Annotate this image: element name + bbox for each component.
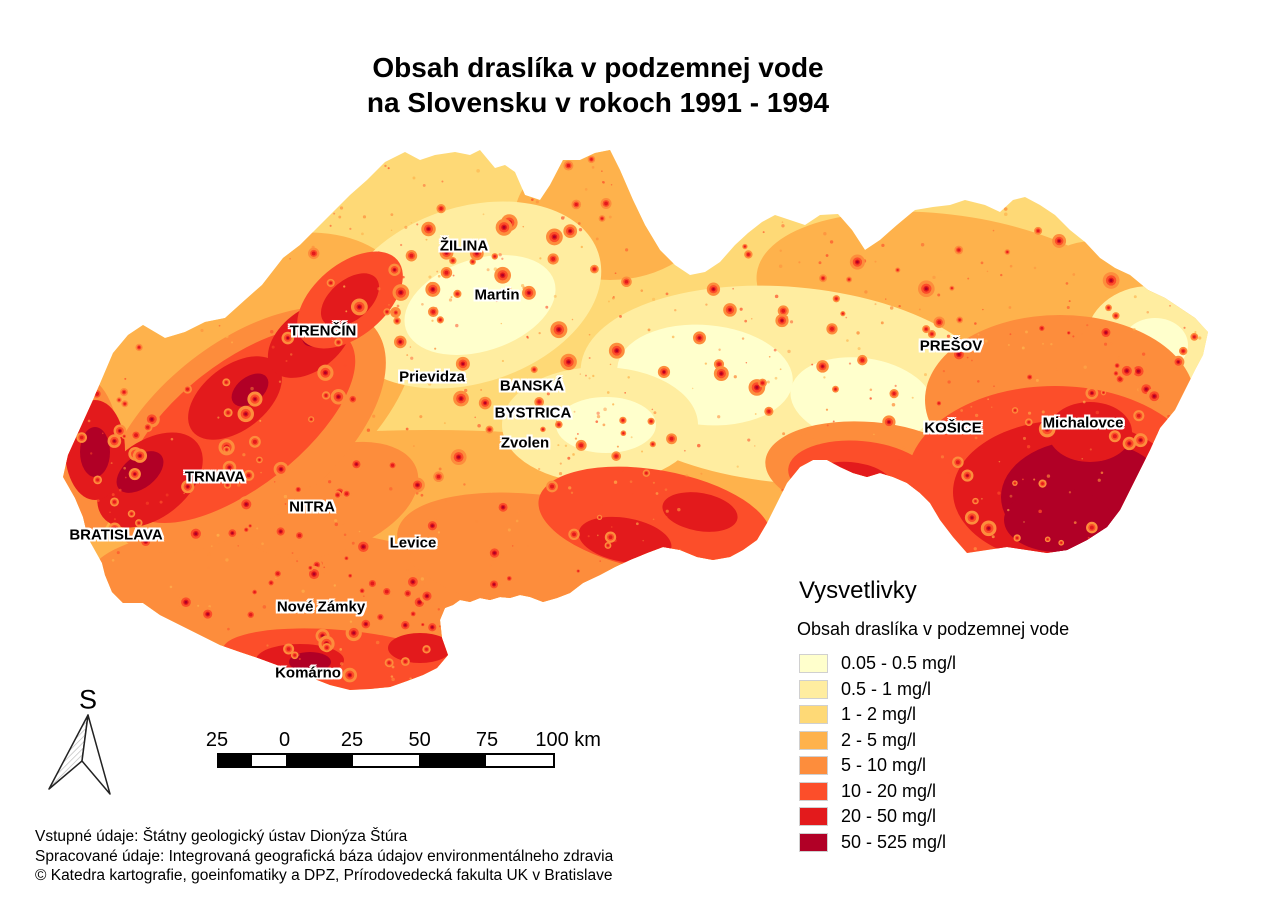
legend-subtitle: Obsah draslíka v podzemnej vode xyxy=(797,619,1070,639)
legend-item-label: 0.5 - 1 mg/l xyxy=(841,678,932,699)
legend-classes: 0.05 - 0.5 mg/l 0.5 - 1 mg/l 1 - 2 mg/l 2 -… xyxy=(797,651,1117,855)
legend-color-swatch xyxy=(799,807,828,827)
city-label-banska: BANSKÁ xyxy=(499,377,565,395)
scale-bar-segment xyxy=(285,755,353,766)
city-label-trnava: TRNAVA xyxy=(184,468,246,486)
legend-color-swatch xyxy=(799,781,828,801)
city-label-zilina: ŽILINA xyxy=(439,237,489,255)
map-title: Obsah draslíka v podzemnej vode na Slove… xyxy=(367,50,829,120)
credits-line-3: © Katedra kartografie, goeinfomatiky a D… xyxy=(35,867,613,884)
scale-bar-label: 100 km xyxy=(535,729,601,751)
city-label-levice: Levice xyxy=(389,534,437,552)
legend-item: 2 - 5 mg/l xyxy=(797,728,1117,754)
map-title-line1: Obsah draslíka v podzemnej vode xyxy=(372,52,824,83)
legend-color-swatch xyxy=(799,654,828,674)
city-label-michalovce: Michalovce xyxy=(1042,414,1124,432)
legend-title: Vysvetlivky xyxy=(799,577,917,604)
city-label-zvolen: Zvolen xyxy=(500,434,550,452)
scale-bar-label: 25 xyxy=(205,729,229,751)
city-label-prievidza: Prievidza xyxy=(399,368,465,386)
map-title-line2: na Slovensku v rokoch 1991 - 1994 xyxy=(366,87,830,118)
legend-item-label: 5 - 10 mg/l xyxy=(841,755,927,776)
legend: Vysvetlivky Obsah draslíka v podzemnej v… xyxy=(797,577,1117,855)
legend-color-swatch xyxy=(799,679,828,699)
legend-item-label: 2 - 5 mg/l xyxy=(841,729,917,750)
legend-item: 1 - 2 mg/l xyxy=(797,702,1117,728)
legend-item-label: 10 - 20 mg/l xyxy=(841,780,937,801)
city-label-kosice: KOŠICE xyxy=(924,419,982,437)
legend-color-swatch xyxy=(799,832,828,852)
credits-line-2: Spracované údaje: Integrovaná geografick… xyxy=(35,847,614,865)
legend-item: 50 - 525 mg/l xyxy=(797,830,1117,856)
scale-bar-segment xyxy=(219,755,253,766)
scale-bar-segment xyxy=(352,755,420,766)
scale-bar-label: 25 xyxy=(340,729,364,751)
scale-bar-segment xyxy=(486,755,553,766)
city-label-bratislava: BRATISLAVA xyxy=(69,526,163,544)
legend-item: 20 - 50 mg/l xyxy=(797,804,1117,830)
legend-item-label: 20 - 50 mg/l xyxy=(841,806,937,827)
city-label-presov: PREŠOV xyxy=(919,337,983,355)
credits-line-1: Vstupné údaje: Štátny geologický ústav D… xyxy=(35,828,408,845)
city-label-nove-zamky: Nové Zámky xyxy=(276,598,366,616)
scale-bar xyxy=(217,753,555,768)
legend-item: 0.05 - 0.5 mg/l xyxy=(797,651,1117,677)
city-label-trencin: TRENČÍN xyxy=(289,322,357,340)
scale-bar-label: 75 xyxy=(475,729,499,751)
legend-item-label: 0.05 - 0.5 mg/l xyxy=(841,653,957,674)
legend-item: 10 - 20 mg/l xyxy=(797,779,1117,805)
scale-bar-label: 50 xyxy=(408,729,431,751)
credits: Vstupné údaje: Štátny geologický ústav D… xyxy=(35,827,613,886)
legend-item: 5 - 10 mg/l xyxy=(797,753,1117,779)
city-label-martin: Martin xyxy=(474,286,520,304)
legend-item-label: 1 - 2 mg/l xyxy=(841,704,917,725)
legend-item-label: 50 - 525 mg/l xyxy=(841,831,947,852)
legend-color-swatch xyxy=(799,705,828,725)
legend-color-swatch xyxy=(799,756,828,776)
legend-item: 0.5 - 1 mg/l xyxy=(797,677,1117,703)
legend-color-swatch xyxy=(799,730,828,750)
city-label-nitra: NITRA xyxy=(289,498,335,516)
scale-bar-segment xyxy=(252,755,286,766)
city-label-bystrica: BYSTRICA xyxy=(494,404,572,422)
scale-bar-label: 0 xyxy=(279,729,291,751)
city-label-komarno: Komárno xyxy=(275,664,341,682)
north-arrow-icon xyxy=(48,714,111,795)
scale-bar-segment xyxy=(419,755,487,766)
north-label: S xyxy=(78,684,98,715)
